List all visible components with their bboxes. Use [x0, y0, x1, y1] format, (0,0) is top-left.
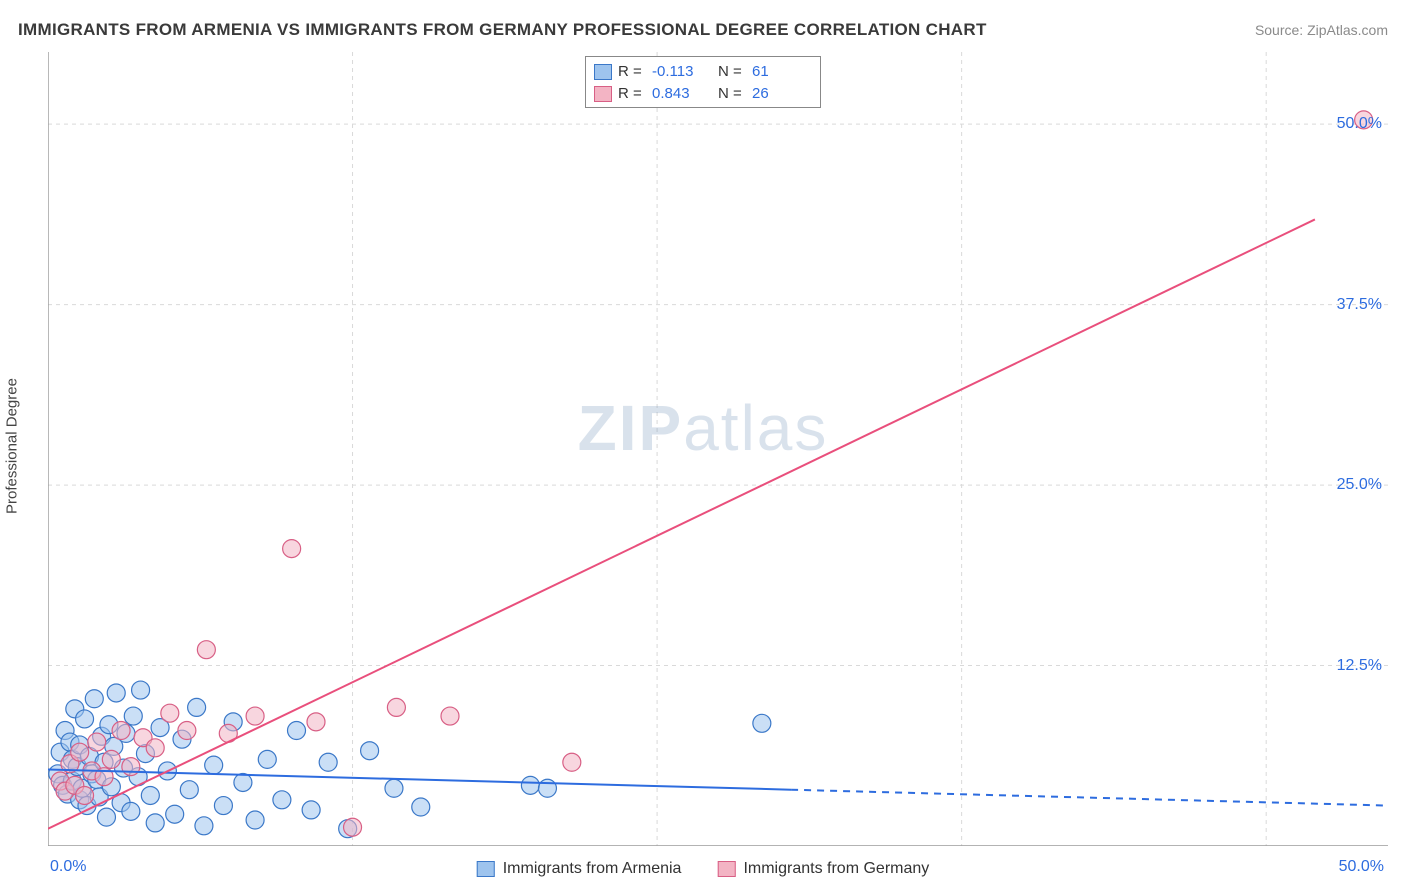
legend-swatch — [477, 861, 495, 877]
legend-n-label: N = — [718, 83, 746, 105]
chart-title: IMMIGRANTS FROM ARMENIA VS IMMIGRANTS FR… — [18, 20, 987, 40]
source-label: Source: ZipAtlas.com — [1255, 22, 1388, 38]
legend-n-value: 26 — [752, 83, 812, 105]
legend-r-label: R = — [618, 61, 646, 83]
y-axis-label: Professional Degree — [4, 378, 21, 514]
y-tick: 37.5% — [1337, 296, 1382, 314]
legend-row: R = -0.113 N = 61 — [594, 61, 812, 83]
y-tick: 50.0% — [1337, 115, 1382, 133]
legend-series: Immigrants from Armenia Immigrants from G… — [477, 860, 930, 878]
title-bar: IMMIGRANTS FROM ARMENIA VS IMMIGRANTS FR… — [18, 20, 1388, 40]
legend-label: Immigrants from Germany — [743, 860, 929, 878]
legend-r-value: -0.113 — [652, 61, 712, 83]
y-tick: 12.5% — [1337, 657, 1382, 675]
legend-n-value: 61 — [752, 61, 812, 83]
legend-swatch — [717, 861, 735, 877]
plot-area — [48, 52, 1388, 846]
y-tick: 25.0% — [1337, 476, 1382, 494]
legend-row: R = 0.843 N = 26 — [594, 83, 812, 105]
x-tick-max: 50.0% — [1339, 858, 1384, 876]
legend-item: Immigrants from Germany — [717, 860, 929, 878]
legend-r-label: R = — [618, 83, 646, 105]
x-tick-min: 0.0% — [50, 858, 86, 876]
legend-r-value: 0.843 — [652, 83, 712, 105]
legend-swatch — [594, 86, 612, 102]
legend-label: Immigrants from Armenia — [503, 860, 682, 878]
legend-correlation: R = -0.113 N = 61 R = 0.843 N = 26 — [585, 56, 821, 108]
legend-n-label: N = — [718, 61, 746, 83]
scatter-chart — [48, 52, 1388, 846]
legend-swatch — [594, 64, 612, 80]
legend-item: Immigrants from Armenia — [477, 860, 682, 878]
